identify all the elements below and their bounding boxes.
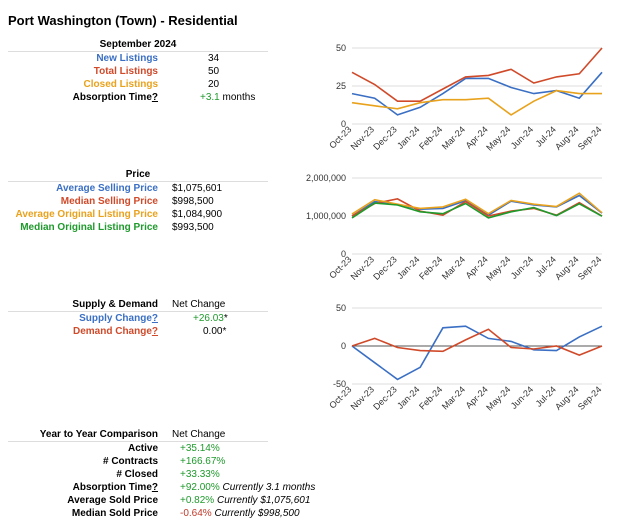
series-line — [351, 192, 603, 215]
x-tick-label: Mar-24 — [440, 254, 467, 281]
yoy-absorption-label: Absorption Time? — [72, 482, 158, 493]
x-tick-label: Feb-24 — [417, 384, 444, 411]
series-line — [351, 328, 603, 356]
x-tick-label: Nov-23 — [349, 254, 377, 282]
x-tick-label: Jun-24 — [509, 124, 536, 151]
supply-change-label: Supply Change? — [79, 313, 158, 324]
demand-change-label: Demand Change? — [72, 326, 158, 337]
absorption-time-value: +3.1 months — [200, 92, 256, 103]
supply-net-change-header: Net Change — [172, 299, 226, 310]
avg-selling-price-label: Average Selling Price — [56, 183, 158, 194]
median-selling-price-label: Median Selling Price — [60, 196, 158, 207]
yoy-header: Year to Year Comparison — [39, 429, 158, 440]
series-line — [351, 89, 602, 116]
x-tick-label: Aug-24 — [553, 254, 581, 282]
avg-orig-list-price-value: $1,084,900 — [172, 209, 223, 220]
x-tick-label: Jan-24 — [395, 254, 422, 281]
y-tick-label: 1,000,000 — [306, 211, 346, 221]
x-tick-label: Aug-24 — [553, 124, 581, 152]
x-tick-label: Sep-24 — [576, 124, 604, 152]
x-tick-label: Mar-24 — [440, 124, 467, 151]
x-tick-label: Feb-24 — [417, 124, 444, 151]
x-tick-label: May-24 — [484, 254, 512, 282]
listings-line-chart: 02550Oct-23Nov-23Dec-23Jan-24Feb-24Mar-2… — [327, 43, 604, 153]
yoy-avg-sold-label: Average Sold Price — [67, 495, 158, 506]
series-line — [351, 47, 603, 102]
x-tick-label: Sep-24 — [576, 254, 604, 282]
x-tick-label: Dec-23 — [371, 124, 399, 152]
x-tick-label: May-24 — [484, 124, 512, 152]
demand-change-value: 0.00* — [203, 326, 227, 337]
avg-orig-list-price-label: Average Original Listing Price — [15, 209, 158, 220]
x-tick-label: Nov-23 — [349, 384, 377, 412]
y-tick-label: 25 — [336, 81, 346, 91]
y-tick-label: 2,000,000 — [306, 173, 346, 183]
closed-listings-value: 20 — [208, 79, 220, 90]
help-link[interactable]: ? — [151, 313, 158, 324]
x-tick-label: May-24 — [484, 384, 512, 412]
y-tick-label: 0 — [341, 249, 346, 259]
avg-selling-price-value: $1,075,601 — [172, 183, 223, 194]
listings-table: September 2024 New Listings 34 Total List… — [8, 38, 268, 104]
series-line — [351, 202, 603, 219]
x-tick-label: Nov-23 — [349, 124, 377, 152]
new-listings-label: New Listings — [96, 53, 158, 64]
yoy-contracts-value: +166.67% — [180, 456, 226, 467]
closed-listings-label: Closed Listings — [83, 79, 158, 90]
yoy-closed-value: +33.33% — [180, 469, 220, 480]
x-tick-label: Dec-23 — [371, 384, 399, 412]
y-tick-label: 50 — [336, 43, 346, 53]
yoy-active-value: +35.14% — [180, 443, 220, 454]
yoy-median-sold-value: -0.64% Currently $998,500 — [180, 508, 300, 519]
x-tick-label: Dec-23 — [371, 254, 399, 282]
x-tick-label: Jan-24 — [395, 384, 422, 411]
price-table: Price Average Selling Price $1,075,601 Me… — [8, 168, 268, 234]
x-tick-label: Mar-24 — [440, 384, 467, 411]
supply-demand-header: Supply & Demand — [72, 299, 158, 310]
x-tick-label: Feb-24 — [417, 254, 444, 281]
supply-demand-line-chart: -50050Oct-23Nov-23Dec-23Jan-24Feb-24Mar-… — [327, 303, 604, 413]
page-title: Port Washington (Town) - Residential — [8, 13, 238, 28]
x-tick-label: Jan-24 — [395, 124, 422, 151]
help-link[interactable]: ? — [151, 482, 158, 493]
total-listings-label: Total Listings — [93, 66, 158, 77]
yoy-net-change-header: Net Change — [172, 429, 226, 440]
x-tick-label: Jun-24 — [509, 384, 536, 411]
y-tick-label: -50 — [333, 379, 346, 389]
yoy-median-sold-label: Median Sold Price — [71, 508, 158, 519]
yoy-contracts-label: # Contracts — [102, 456, 158, 467]
x-tick-label: Jun-24 — [509, 254, 536, 281]
yoy-avg-sold-value: +0.82% Currently $1,075,601 — [180, 495, 311, 506]
y-tick-label: 0 — [341, 341, 346, 351]
listings-header: September 2024 — [99, 39, 177, 50]
help-link[interactable]: ? — [151, 326, 158, 337]
absorption-time-label: Absorption Time? — [72, 92, 158, 103]
supply-demand-table: Supply & Demand Net Change Supply Change?… — [8, 298, 268, 338]
median-selling-price-value: $998,500 — [172, 196, 214, 207]
price-header: Price — [125, 169, 151, 180]
y-tick-label: 50 — [336, 303, 346, 313]
x-tick-label: Sep-24 — [576, 384, 604, 412]
new-listings-value: 34 — [208, 53, 220, 64]
median-orig-list-price-value: $993,500 — [172, 222, 214, 233]
help-link[interactable]: ? — [151, 92, 158, 103]
total-listings-value: 50 — [208, 66, 220, 77]
yoy-closed-label: # Closed — [116, 469, 158, 480]
x-tick-label: Aug-24 — [553, 384, 581, 412]
yoy-table: Year to Year Comparison Net Change Active… — [8, 428, 328, 520]
price-line-chart: 01,000,0002,000,000Oct-23Nov-23Dec-23Jan… — [306, 173, 604, 283]
supply-change-value: +26.03* — [193, 313, 228, 324]
yoy-active-label: Active — [127, 443, 158, 454]
median-orig-list-price-label: Median Original Listing Price — [20, 222, 158, 233]
yoy-absorption-value: +92.00% Currently 3.1 months — [180, 482, 316, 493]
y-tick-label: 0 — [341, 119, 346, 129]
